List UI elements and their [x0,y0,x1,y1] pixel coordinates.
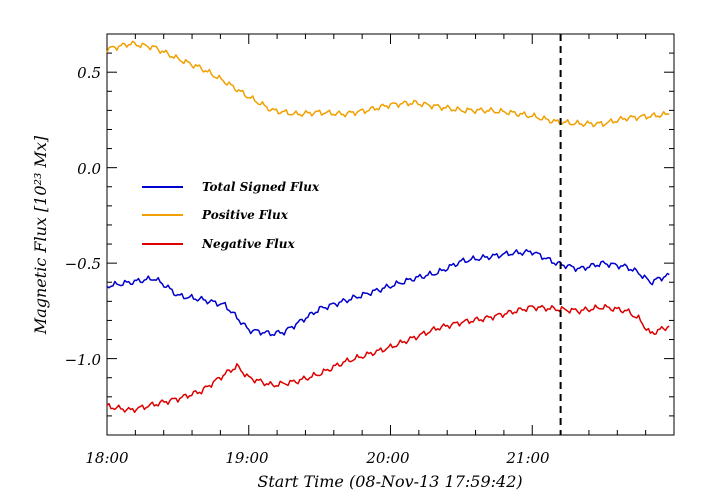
legend: Total Signed Flux Positive Flux Negative… [142,180,320,251]
x-tick-label-3: 21:00 [505,449,550,467]
x-axis-label: Start Time (08-Nov-13 17:59:42) [257,472,522,491]
y-tick-label-2: 0.0 [77,160,101,178]
series-line-negative-flux [106,303,670,414]
y-tick-label-1: −0.5 [65,255,101,273]
x-tick-label-1: 19:00 [225,449,269,467]
legend-label-positive-flux: Positive Flux [201,208,289,222]
x-tick-labels: 18:00 19:00 20:00 21:00 [85,449,550,467]
legend-label-total-signed-flux: Total Signed Flux [202,180,320,194]
series-line-positive-flux [106,40,670,128]
series-line-total-signed-flux [106,248,670,337]
x-tick-label-2: 20:00 [365,449,410,467]
x-tick-label-0: 18:00 [85,449,129,467]
legend-label-negative-flux: Negative Flux [201,237,295,251]
y-tick-label-0: −1.0 [65,351,102,369]
plot-frame [106,33,675,436]
y-axis-label: Magnetic Flux [10²³ Mx] [31,135,50,335]
series-layer [106,40,670,414]
axis-ticks [106,33,675,435]
y-tick-label-3: 0.5 [77,64,101,82]
y-tick-labels: −1.0 −0.5 0.0 0.5 [65,64,102,369]
